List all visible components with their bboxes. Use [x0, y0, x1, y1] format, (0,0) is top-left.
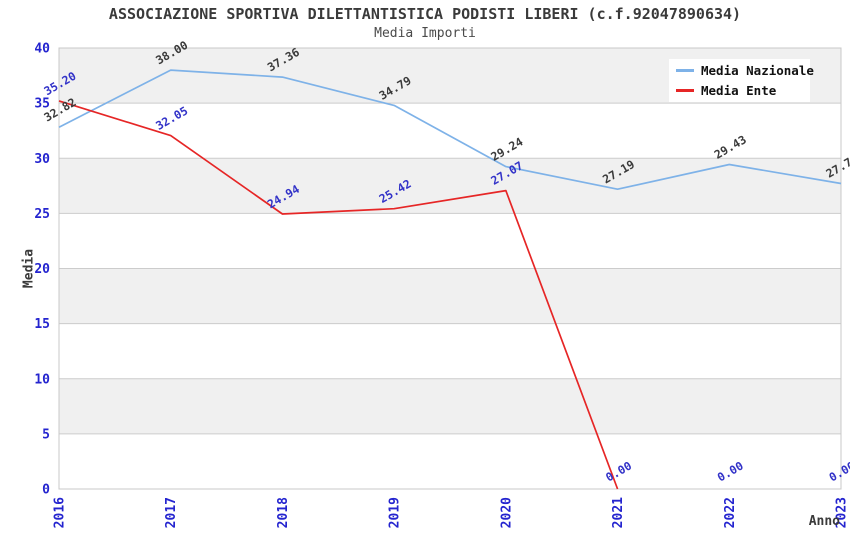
plot-bands: [59, 48, 841, 489]
legend-line-swatch-red: [676, 89, 694, 92]
x-tick-label: 2018: [276, 497, 291, 528]
legend: Media Nazionale Media Ente: [669, 59, 814, 102]
y-tick-label: 30: [34, 152, 50, 167]
legend-item-media-ente: Media Ente: [669, 83, 810, 98]
y-tick-label: 35: [34, 97, 50, 112]
x-tick-label: 2019: [388, 497, 403, 528]
y-tick-label: 15: [34, 317, 50, 332]
plot-border: [58, 47, 842, 490]
legend-label: Media Ente: [701, 83, 777, 98]
plot-gridlines: [59, 102, 841, 435]
y-tick-label: 25: [34, 207, 50, 222]
x-tick-label: 2021: [611, 497, 626, 528]
x-tick-label: 2017: [164, 497, 179, 528]
y-tick-label: 0: [42, 483, 50, 498]
legend-line-swatch-blue: [676, 69, 694, 72]
y-tick-label: 10: [34, 372, 50, 387]
y-axis-title: Media: [21, 248, 37, 289]
x-tick-label: 2022: [723, 497, 738, 528]
legend-label: Media Nazionale: [701, 63, 814, 78]
legend-item-media-nazionale: Media Nazionale: [669, 63, 814, 78]
x-tick-label: 2016: [53, 497, 68, 528]
series-line-media-nazionale: [58, 69, 842, 191]
chart-title: ASSOCIAZIONE SPORTIVA DILETTANTISTICA PO…: [108, 5, 742, 23]
y-tick-label: 5: [42, 427, 50, 442]
x-tick-label: 2020: [499, 497, 514, 528]
y-tick-label: 40: [34, 42, 50, 57]
x-axis-title: Anno: [808, 514, 840, 529]
y-tick-labels: 0 5 10 15 20 25 30 35 40: [34, 42, 50, 498]
x-tick-label: 2023: [835, 497, 850, 528]
chart-subtitle: Media Importi: [374, 26, 476, 41]
x-tick-labels: 2016 2017 2018 2019 2020 2021 2022 2023: [53, 497, 850, 528]
series-line-media-ente: [58, 100, 619, 490]
y-tick-label: 20: [34, 262, 50, 277]
